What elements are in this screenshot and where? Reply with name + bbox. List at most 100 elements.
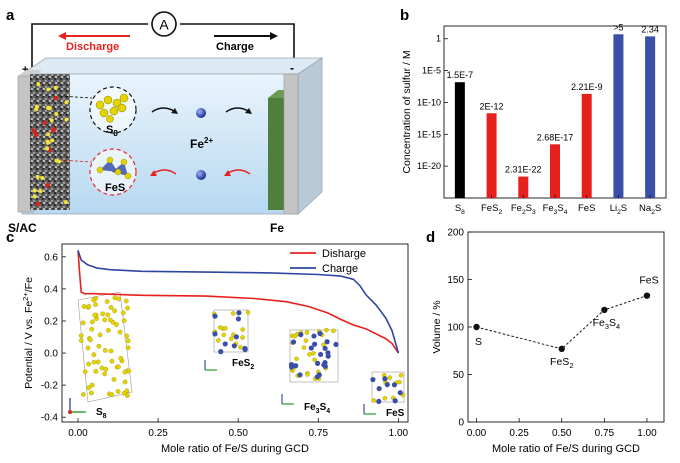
panel-b: b Concentration of sulfur / M 1E-20 1E-15… bbox=[400, 7, 667, 216]
b-x-tick-label-sub: 2 bbox=[617, 209, 621, 216]
sulfur-atom bbox=[121, 318, 127, 323]
b-x-tick-label-main: Fe bbox=[543, 203, 554, 214]
sulfur-atom bbox=[100, 311, 105, 317]
b-x-tick-label: FeS2 bbox=[481, 203, 502, 216]
b-y-tick-label: 1E-10 bbox=[417, 97, 441, 107]
b-x-tick-label: Na2S bbox=[639, 203, 661, 216]
d-y-tick-label: 200 bbox=[447, 228, 464, 239]
fes-particle bbox=[33, 132, 39, 138]
sulfur-particle bbox=[49, 118, 54, 123]
iron-atom bbox=[218, 349, 224, 355]
b-y-tick-label: 1E-15 bbox=[417, 129, 441, 139]
anode-plate bbox=[268, 98, 284, 210]
d-y-tick-label: 150 bbox=[447, 275, 464, 286]
sulfur-atom bbox=[118, 355, 124, 361]
c-x-tick-label: 0.50 bbox=[228, 428, 248, 439]
c-y-axis-label: Potential / V vs. Fe2+/Fe bbox=[21, 277, 35, 389]
d-x-tick-label: 0.25 bbox=[509, 428, 529, 439]
legend-charge-label: Charge bbox=[322, 263, 358, 275]
sulfur-atom bbox=[305, 372, 310, 377]
anode-current-collector bbox=[283, 73, 299, 215]
b-value-label: 2.68E-17 bbox=[537, 132, 574, 142]
b-x-tick-label-main: Li bbox=[610, 203, 617, 214]
fes-structure-icon: FeS bbox=[363, 371, 406, 419]
fes-particle bbox=[45, 182, 51, 188]
d-y-tick-label: 50 bbox=[453, 370, 465, 381]
iron-atom bbox=[317, 330, 323, 337]
svg-text:S8: S8 bbox=[96, 407, 107, 420]
b-bar bbox=[645, 36, 656, 198]
c-y-tick-label: -0.2 bbox=[41, 381, 59, 392]
c-y-tick-label: 0.4 bbox=[44, 284, 58, 295]
iron-atom bbox=[384, 382, 390, 388]
iron-atom bbox=[325, 350, 331, 356]
sulfur-atom bbox=[89, 390, 94, 396]
b-bar bbox=[550, 144, 560, 198]
cathode-sac bbox=[30, 74, 70, 210]
sulfur-atom bbox=[88, 337, 93, 343]
fes-label: FeS bbox=[105, 182, 125, 194]
sulfur-atom bbox=[114, 322, 119, 327]
sulfur-atom bbox=[312, 357, 317, 363]
iron-atom bbox=[316, 372, 322, 378]
iron-atom bbox=[298, 332, 304, 338]
sulfur-atom bbox=[108, 317, 113, 323]
iron-atom bbox=[392, 398, 398, 404]
sulfur-atom bbox=[96, 343, 102, 349]
b-y-tick-label: 1 bbox=[436, 34, 441, 44]
ammeter-label: A bbox=[159, 17, 169, 33]
d-point-label: FeS bbox=[639, 275, 658, 287]
c-x-axis-label: Mole ratio of Fe/S during GCD bbox=[161, 443, 309, 455]
sulfur-atom bbox=[81, 304, 87, 309]
sulfur-atom bbox=[122, 379, 128, 385]
sulfur-atom bbox=[294, 356, 299, 362]
d-x-axis-label: Mole ratio of Fe/S during GCD bbox=[492, 443, 640, 455]
sulfur-atom bbox=[120, 310, 126, 316]
sulfur-atom bbox=[387, 375, 393, 380]
sulfur-atom bbox=[382, 396, 388, 401]
b-y-axis: 1E-20 1E-15 1E-10 1E-5 1 bbox=[417, 34, 448, 171]
c-x-tick-label: 0.25 bbox=[148, 428, 168, 439]
fes2-structure-icon: FeS2 bbox=[204, 309, 254, 371]
sulfur-atom bbox=[86, 385, 92, 391]
cell-top-face bbox=[20, 57, 324, 75]
iron-atom bbox=[235, 316, 242, 322]
b-x-tick-label-main: Fe bbox=[511, 203, 522, 214]
b-x-tick-label-main2: S bbox=[526, 203, 532, 214]
d-x-tick-label: 0.75 bbox=[595, 428, 615, 439]
fes-structure-label: FeS bbox=[386, 408, 405, 419]
panel-a: a A Discharge Charge + - S/AC Fe bbox=[6, 7, 324, 235]
sulfur-atom bbox=[103, 366, 109, 372]
sulfur-atom bbox=[115, 389, 121, 394]
sulfur-particle bbox=[54, 158, 59, 163]
d-point-label-main: S bbox=[475, 336, 482, 348]
sulfur-particle bbox=[63, 200, 68, 205]
sulfur-particle bbox=[36, 82, 41, 87]
iron-atom bbox=[212, 313, 218, 319]
ammeter-icon bbox=[151, 11, 177, 37]
fes-leader bbox=[59, 159, 93, 163]
sulfur-atom bbox=[221, 332, 227, 338]
charge-arrowhead-icon bbox=[270, 32, 278, 40]
sulfur-atom bbox=[102, 317, 108, 323]
iron-atom bbox=[370, 376, 376, 383]
b-x-tick-label-main2: S bbox=[655, 203, 661, 214]
b-x-tick-label: Li2S bbox=[610, 203, 627, 216]
discharge-label: Discharge bbox=[66, 41, 119, 53]
svg-text:FeS2: FeS2 bbox=[232, 358, 254, 371]
b-x-tick-label-main: S bbox=[455, 203, 461, 214]
fe3s4-structure-icon: Fe3S4 bbox=[281, 327, 339, 415]
c-y-tick-label: 0.0 bbox=[44, 349, 58, 360]
iron-atom bbox=[391, 382, 398, 388]
sulfur-atom bbox=[223, 326, 228, 331]
sulfur-atom bbox=[78, 338, 84, 343]
d-point-label: FeS2 bbox=[550, 356, 573, 370]
d-point-label-sub2: 4 bbox=[616, 322, 620, 331]
b-x-tick-label: Fe2S3 bbox=[511, 203, 536, 216]
b-y-axis-label: Concentration of sulfur / M bbox=[401, 50, 413, 173]
sulfur-atom bbox=[105, 312, 111, 318]
sulfur-particle bbox=[46, 132, 51, 137]
d-point bbox=[558, 345, 565, 353]
sulfur-atom bbox=[89, 326, 95, 332]
discharge-flow-arrows bbox=[150, 169, 251, 176]
